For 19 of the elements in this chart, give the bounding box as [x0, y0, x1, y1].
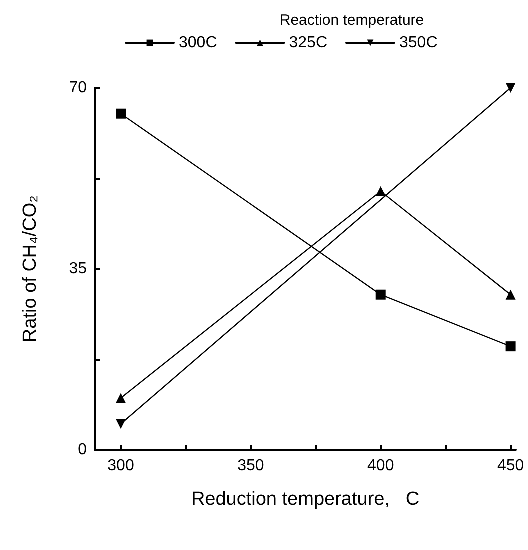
legend-label: 350C	[400, 34, 438, 52]
x-tick-label: 400	[368, 458, 394, 474]
x-axis-title: Reduction temperature, C	[191, 489, 420, 510]
legend-title: Reaction temperature	[280, 12, 424, 29]
point	[506, 290, 516, 300]
legend-label: 325C	[289, 34, 328, 52]
point	[506, 342, 516, 352]
y-tick-label: 0	[78, 442, 88, 458]
x-tick-label: 450	[497, 458, 524, 474]
y-tick-label: 35	[69, 260, 88, 278]
y-tick-label: 70	[69, 80, 88, 96]
point	[376, 186, 386, 196]
x-tick-label: 300	[108, 458, 134, 474]
point	[376, 290, 386, 300]
point	[116, 108, 126, 119]
point	[116, 393, 126, 404]
legend-label: 300C	[179, 34, 218, 52]
y-axis-title: Ratio of CH₄/CO₂	[20, 195, 41, 343]
x-tick-label: 350	[238, 458, 264, 474]
